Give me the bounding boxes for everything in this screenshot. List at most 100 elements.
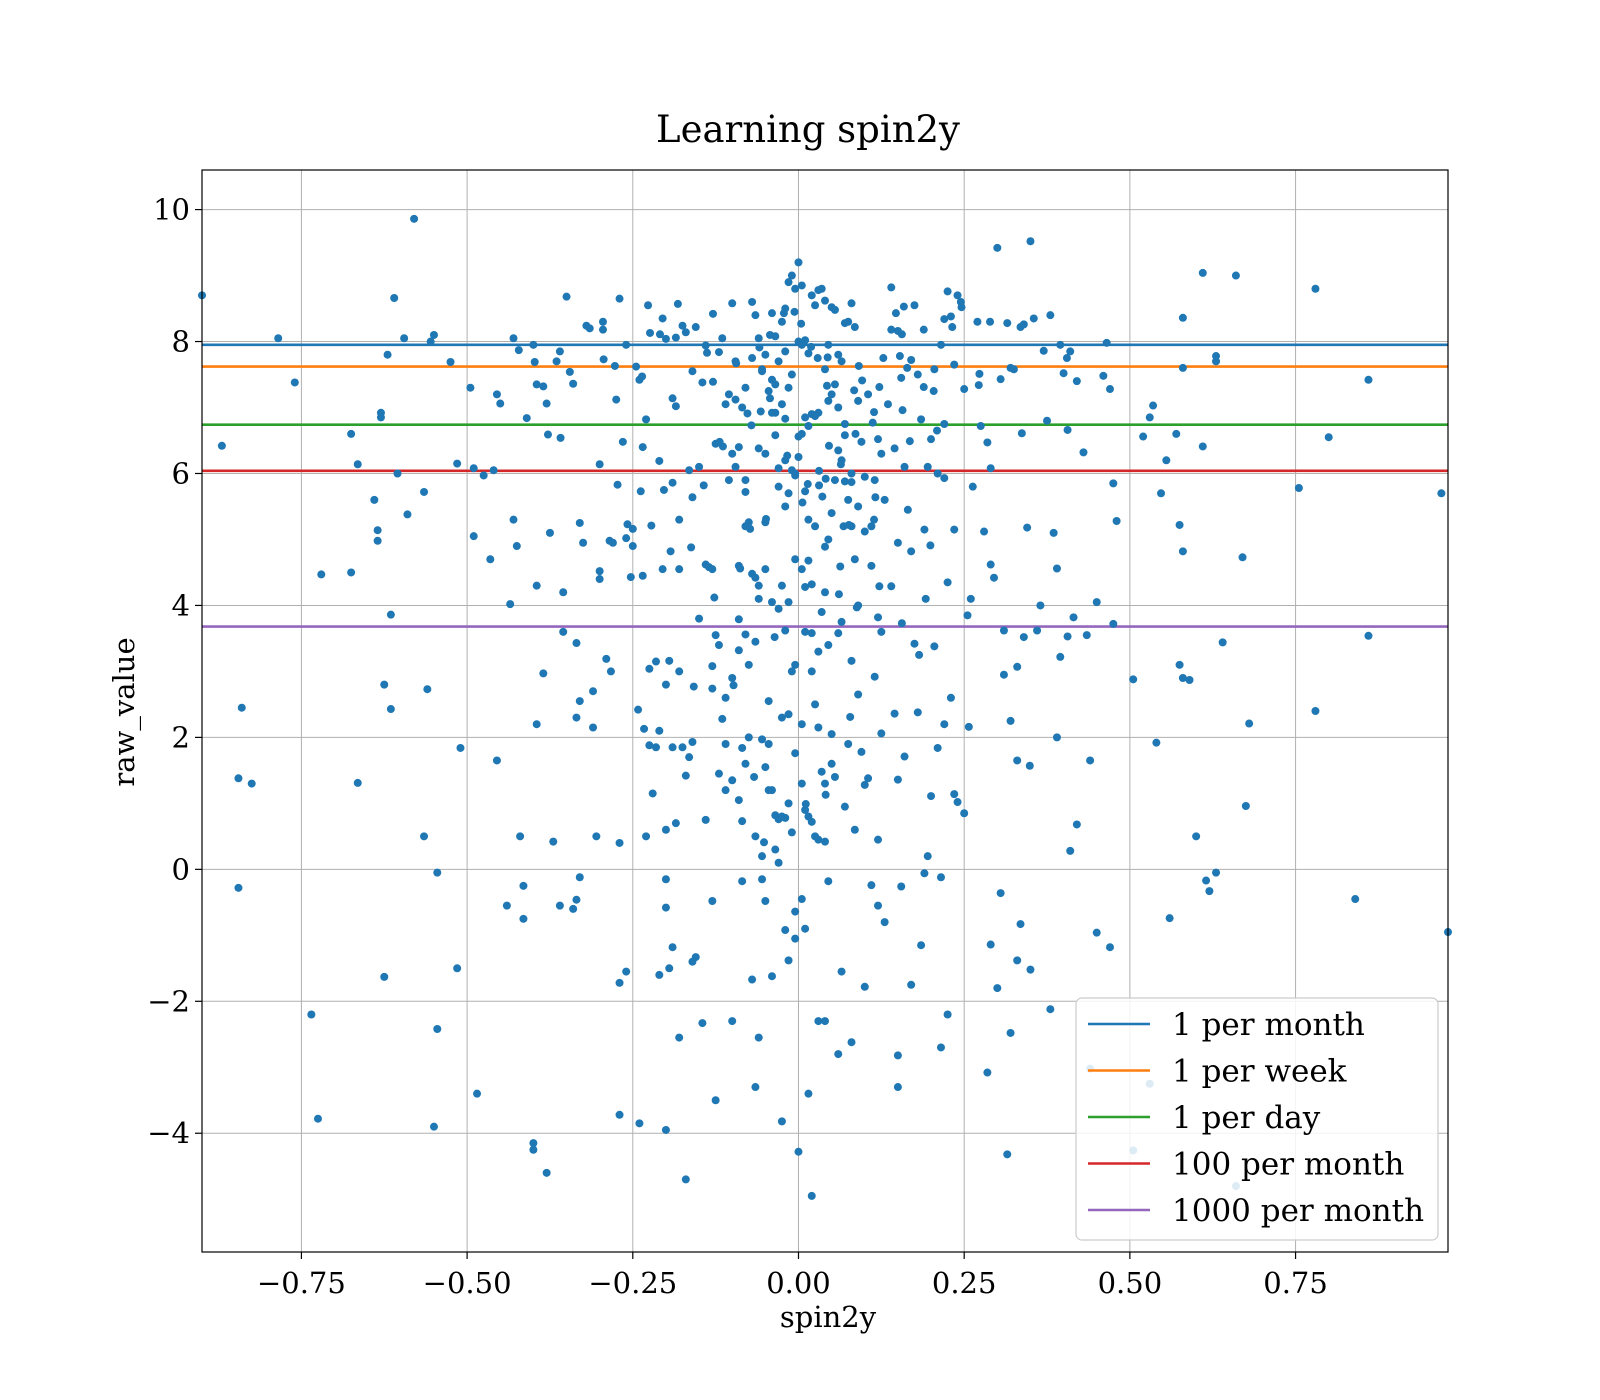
data-point (827, 390, 836, 399)
data-point (1009, 365, 1018, 374)
data-point (771, 845, 780, 854)
data-point (1162, 456, 1171, 465)
data-point (807, 291, 816, 300)
data-point (636, 487, 645, 496)
data-point (784, 956, 793, 965)
data-point (930, 642, 939, 651)
grid-lines (202, 170, 1448, 1252)
data-point (926, 541, 935, 550)
y-tick-label: 4 (172, 588, 190, 622)
data-point (837, 617, 846, 626)
data-point (975, 369, 984, 378)
data-point (840, 802, 849, 811)
data-point (1198, 442, 1207, 451)
data-point (622, 534, 631, 543)
data-point (1205, 887, 1214, 896)
data-point (913, 370, 922, 379)
data-point (794, 258, 803, 267)
data-point (668, 943, 677, 952)
data-point (530, 357, 539, 366)
data-point (529, 1139, 538, 1148)
data-point (274, 334, 283, 343)
data-point (807, 580, 816, 589)
data-point (940, 474, 949, 483)
data-point (936, 340, 945, 349)
data-point (957, 303, 966, 312)
data-point (638, 372, 647, 381)
data-point (830, 305, 839, 314)
data-point (708, 377, 717, 386)
data-point (741, 383, 750, 392)
data-point (815, 481, 824, 490)
data-point (675, 667, 684, 676)
data-point (1043, 416, 1052, 425)
data-point (708, 309, 717, 318)
data-point (781, 414, 790, 423)
data-point (1109, 479, 1118, 488)
data-point (767, 972, 776, 981)
data-point (777, 400, 786, 409)
data-point (883, 400, 892, 409)
data-point (701, 815, 710, 824)
data-point (976, 421, 985, 430)
data-point (940, 720, 949, 729)
data-point (1082, 631, 1091, 640)
data-point (943, 287, 952, 296)
data-point (784, 383, 793, 392)
data-point (556, 433, 565, 442)
data-point (728, 674, 737, 683)
data-point (1202, 876, 1211, 885)
data-point (708, 662, 717, 671)
data-point (781, 626, 790, 635)
legend-label: 1000 per month (1172, 1193, 1424, 1229)
data-point (529, 340, 538, 349)
data-point (851, 429, 860, 438)
y-tick-label: 2 (172, 720, 190, 754)
data-point (781, 347, 790, 356)
data-point (741, 487, 750, 496)
data-point (758, 735, 767, 744)
data-point (1013, 956, 1022, 965)
data-point (519, 914, 528, 923)
data-point (900, 752, 909, 761)
data-point (758, 875, 767, 884)
data-point (642, 415, 651, 424)
data-point (867, 561, 876, 570)
data-point (668, 394, 677, 403)
data-point (781, 502, 790, 511)
data-point (738, 817, 747, 826)
data-point (599, 355, 608, 364)
data-point (1178, 363, 1187, 372)
data-point (708, 684, 717, 693)
data-point (708, 897, 717, 906)
data-point (903, 505, 912, 514)
data-point (1016, 920, 1025, 929)
data-point (555, 347, 564, 356)
data-point (887, 325, 896, 334)
data-point (874, 435, 883, 444)
data-point (823, 353, 832, 362)
data-point (903, 363, 912, 372)
data-point (787, 466, 796, 475)
data-point (893, 1083, 902, 1092)
data-point (897, 882, 906, 891)
data-point (595, 575, 604, 584)
data-point (850, 825, 859, 834)
data-point (847, 1038, 856, 1047)
data-point (671, 333, 680, 342)
data-point (1112, 516, 1121, 525)
data-point (898, 406, 907, 415)
data-point (811, 301, 820, 310)
data-point (797, 281, 806, 290)
data-point (804, 1089, 813, 1098)
data-point (234, 883, 243, 892)
data-point (685, 466, 694, 475)
data-point (486, 555, 495, 564)
data-point (559, 588, 568, 597)
data-point (854, 502, 863, 511)
data-point (887, 582, 896, 591)
data-point (953, 291, 962, 300)
data-point (608, 538, 617, 547)
data-point (815, 466, 824, 475)
